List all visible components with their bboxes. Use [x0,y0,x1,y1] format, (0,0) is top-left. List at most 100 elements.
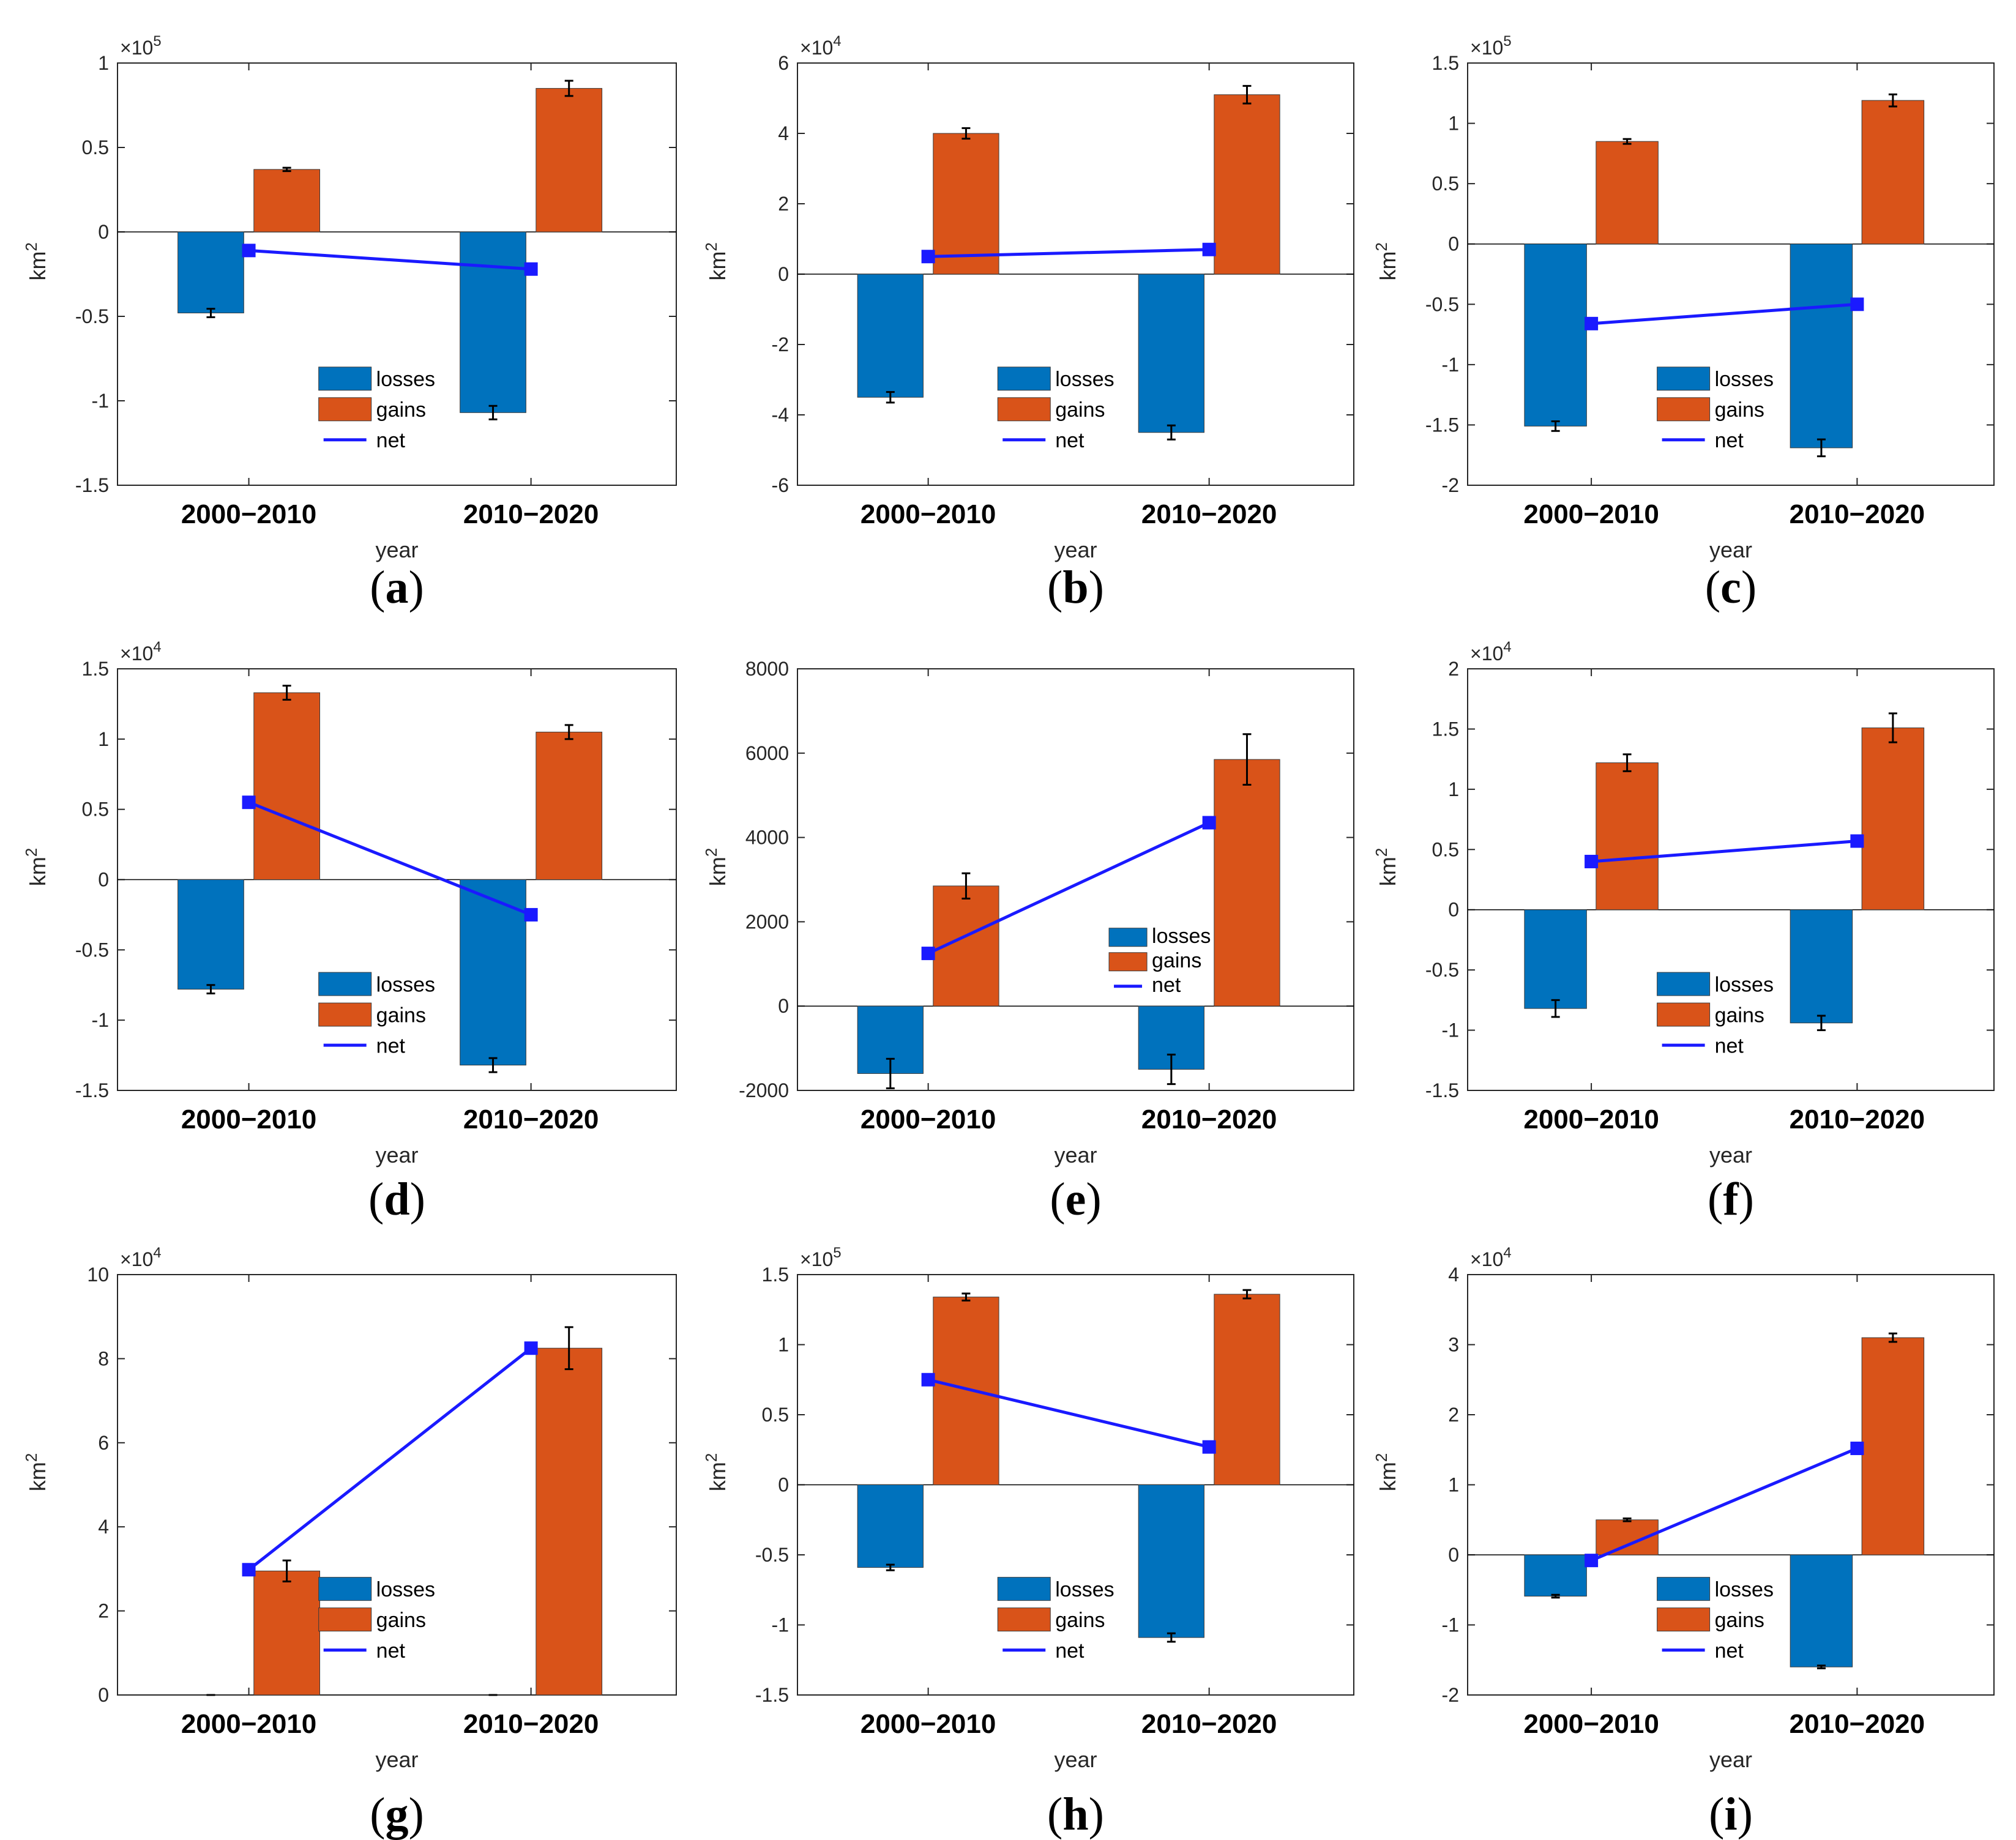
y-tick-label: 4 [98,1516,109,1538]
legend-swatch-gains [1657,1607,1711,1632]
y-tick-label: 8 [98,1347,109,1369]
x-category-label: 2000−2010 [181,1709,316,1739]
x-axis-title: year [1709,537,1752,562]
y-tick-label: 0.5 [82,799,109,821]
panel-c: -2 -1.5 -1 -0.5 0 0.5 1 1.5 ×105 2000−2010 2010−20… [1372,33,1995,613]
y-axis-title: km2 [22,242,50,280]
net-line [1591,302,1857,326]
panel-label: (e) [1050,1174,1101,1225]
y-axis-title-sup: 2 [1372,848,1391,857]
y-tick-label: 0.5 [1432,173,1459,195]
bar-losses [1524,909,1587,1009]
y-tick-label: 0 [1448,1544,1459,1566]
net-line [1591,840,1857,863]
net-marker [1585,316,1599,330]
bar-gains [1596,762,1659,911]
x-category-label: 2010−2020 [463,1709,599,1739]
multiplier-base: ×10 [1470,37,1503,59]
bar-losses [177,231,244,313]
y-tick-label: -1 [92,390,109,412]
panel-letter: i [1724,1789,1737,1840]
panel-label: (d) [368,1174,425,1225]
y-tick-label: -0.5 [755,1544,789,1566]
legend-label-gains: gains [1715,1609,1764,1632]
y-tick-label: 6 [98,1432,109,1454]
panel-paren-close: ) [409,562,424,613]
legend: losses gains net [318,1577,435,1663]
y-tick-label: 4 [778,122,789,144]
y-axis-title: km2 [1372,848,1400,886]
axis-multiplier: ×105 [800,1245,842,1270]
bar-gains [536,1347,603,1696]
legend-label-losses: losses [376,973,435,996]
multiplier-base: ×10 [800,1248,833,1270]
bar-gains [536,731,603,880]
y-tick-label: 2 [1448,1404,1459,1426]
y-tick-label: 2 [98,1600,109,1622]
x-category-label: 2010−2020 [1790,499,1925,529]
y-tick-label: 1 [1448,778,1459,800]
y-axis-title-sup: 2 [702,1453,720,1462]
legend: losses gains net [997,367,1114,452]
y-tick-label: 1 [1448,1474,1459,1496]
y-tick-label: -1 [772,1614,789,1636]
bar-gains [1214,94,1280,275]
multiplier-exp: 4 [833,33,841,50]
panel-label: (a) [370,562,424,613]
y-tick-label: -1.5 [75,1079,109,1101]
y-tick-label: 1 [98,728,109,750]
net-line [1591,1447,1858,1562]
y-tick-label: 10 [87,1264,109,1286]
legend-label-gains: gains [376,1609,426,1632]
panel-paren-close: ) [410,1174,425,1225]
panel-paren-close: ) [1086,1174,1101,1225]
panel-paren-open: ( [1047,1789,1062,1840]
legend-swatch-losses [318,367,372,391]
net-line [248,800,532,917]
legend-label-losses: losses [1715,368,1774,391]
bar-losses [1524,244,1587,426]
panel-letter: g [386,1789,409,1840]
legend: losses gains net [1657,367,1774,452]
legend-label-gains: gains [376,1004,426,1027]
panel-letter: f [1723,1174,1739,1225]
legend: losses gains net [1657,1577,1774,1663]
net-marker [1850,297,1864,311]
legend-swatch-gains [318,1607,372,1632]
y-tick-label: -0.5 [1425,959,1459,981]
legend-label-losses: losses [1715,973,1774,996]
legend-label-net: net [376,429,406,452]
legend-label-gains: gains [1715,398,1764,422]
panel-paren-close: ) [1741,562,1757,613]
panel-label: (i) [1709,1789,1753,1840]
y-tick-label: -1 [1442,1019,1459,1041]
y-tick-label: 0 [778,995,789,1017]
net-marker [1202,816,1216,830]
legend-label-net: net [1055,1639,1085,1663]
legend-swatch-losses [318,972,372,996]
legend-swatch-gains [997,397,1051,422]
y-tick-label: -1.5 [75,474,109,496]
panel-label: (c) [1705,562,1757,613]
x-category-label: 2010−2020 [1141,1709,1277,1739]
legend-label-losses: losses [1055,368,1114,391]
y-tick-label: 0.5 [762,1404,789,1426]
y-axis-title-base: km [1375,857,1400,886]
x-axis-title: year [1054,537,1097,562]
panel-e: -2000 0 2000 4000 6000 8000 2000−2010 2010−2020… [702,658,1354,1225]
panel-label: (f) [1708,1174,1754,1225]
y-tick-label: 0 [778,263,789,285]
legend-swatch-gains [1657,1002,1711,1027]
bar-losses [857,274,924,398]
y-tick-label: 0.5 [82,136,109,158]
axis-multiplier: ×104 [120,639,162,665]
y-tick-label: -2 [1442,474,1459,496]
y-tick-label: 1 [1448,113,1459,135]
legend-label-gains: gains [376,398,426,422]
multiplier-exp: 4 [153,1245,161,1261]
net-marker [242,1563,256,1577]
legend-swatch-losses [1657,367,1711,391]
legend-swatch-losses [1657,1577,1711,1601]
y-tick-label: 3 [1448,1334,1459,1356]
